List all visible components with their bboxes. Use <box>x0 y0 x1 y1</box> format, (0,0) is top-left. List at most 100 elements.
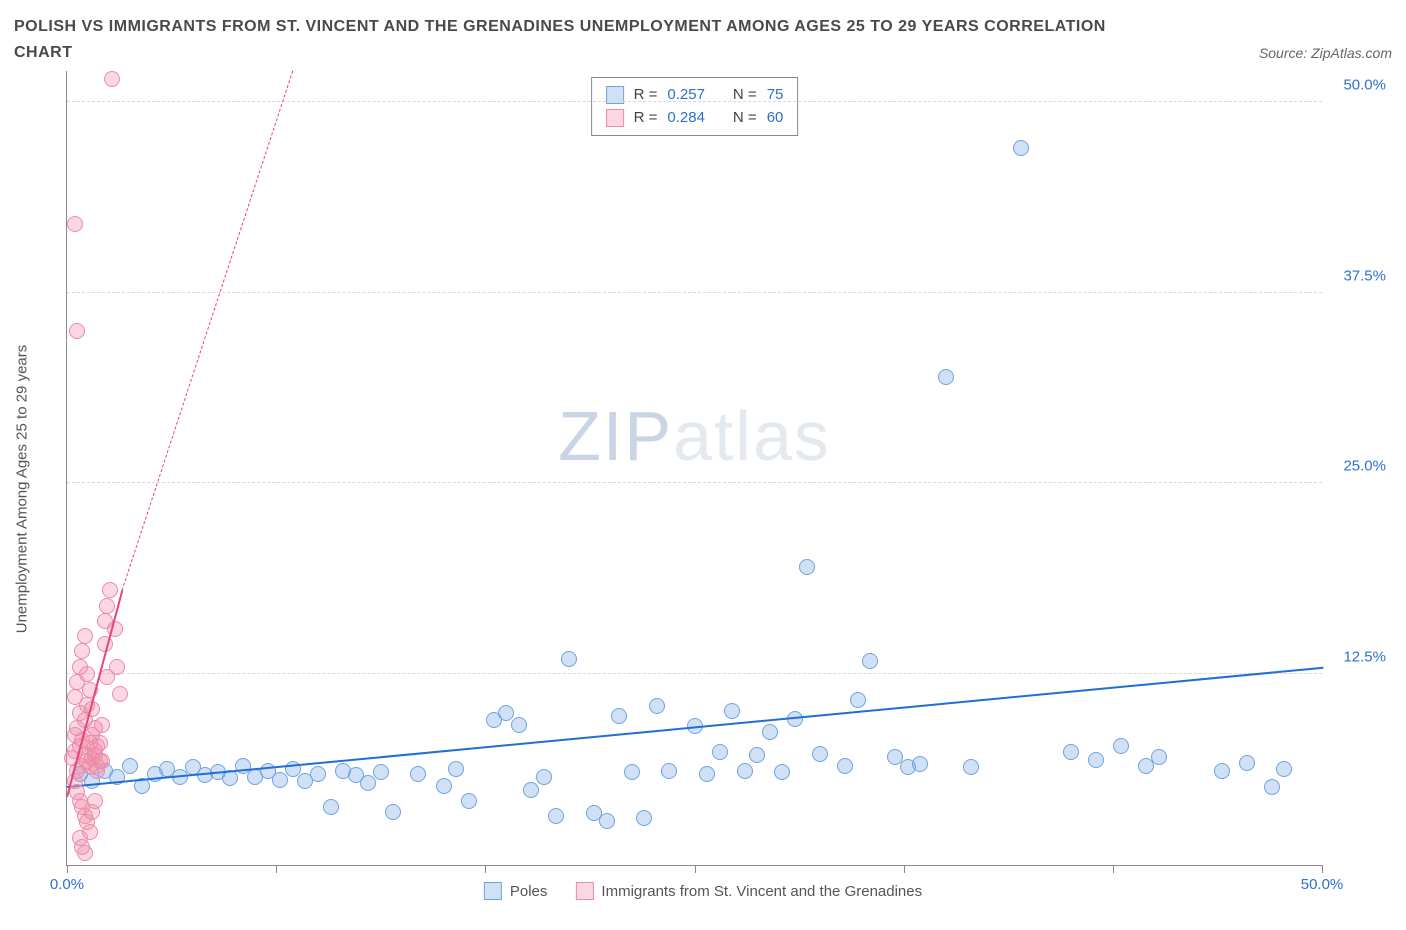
gridline <box>67 673 1322 674</box>
source-label: Source: ZipAtlas.com <box>1259 45 1392 65</box>
data-point <box>94 753 110 769</box>
chart-area: Unemployment Among Ages 25 to 29 years Z… <box>14 71 1392 906</box>
data-point <box>724 703 740 719</box>
x-tick-label: 0.0% <box>50 876 84 893</box>
data-point <box>77 628 93 644</box>
trend-line <box>122 71 294 591</box>
x-tick <box>1113 865 1114 873</box>
x-tick-label: 50.0% <box>1301 876 1344 893</box>
data-point <box>837 758 853 774</box>
data-point <box>712 744 728 760</box>
data-point <box>762 724 778 740</box>
data-point <box>87 720 103 736</box>
data-point <box>323 799 339 815</box>
data-point <box>812 746 828 762</box>
data-point <box>104 71 120 87</box>
data-point <box>74 643 90 659</box>
data-point <box>912 756 928 772</box>
data-point <box>82 824 98 840</box>
x-tick <box>276 865 277 873</box>
data-point <box>1113 738 1129 754</box>
data-point <box>89 738 105 754</box>
data-point <box>511 717 527 733</box>
data-point <box>448 761 464 777</box>
data-point <box>536 769 552 785</box>
data-point <box>373 764 389 780</box>
x-tick <box>485 865 486 873</box>
data-point <box>410 766 426 782</box>
data-point <box>69 323 85 339</box>
watermark: ZIPatlas <box>558 396 831 476</box>
data-point <box>850 692 866 708</box>
stat-n-value: 75 <box>767 84 784 107</box>
data-point <box>1151 749 1167 765</box>
data-point <box>749 747 765 763</box>
data-point <box>799 559 815 575</box>
data-point <box>87 793 103 809</box>
stats-row: R = 0.257 N = 75 <box>606 84 784 107</box>
data-point <box>548 808 564 824</box>
legend-label: Immigrants from St. Vincent and the Gren… <box>601 883 922 900</box>
y-tick-label: 50.0% <box>1343 76 1386 93</box>
data-point <box>649 698 665 714</box>
data-point <box>436 778 452 794</box>
data-point <box>523 782 539 798</box>
data-point <box>938 369 954 385</box>
stat-n-label: N = <box>733 84 757 107</box>
data-point <box>122 758 138 774</box>
legend-item: Immigrants from St. Vincent and the Gren… <box>575 882 922 900</box>
data-point <box>661 763 677 779</box>
data-point <box>862 653 878 669</box>
y-axis-label: Unemployment Among Ages 25 to 29 years <box>14 344 31 633</box>
data-point <box>1264 779 1280 795</box>
stat-r-value: 0.257 <box>667 84 705 107</box>
x-tick <box>67 865 68 873</box>
data-point <box>774 764 790 780</box>
data-point <box>1088 752 1104 768</box>
data-point <box>67 216 83 232</box>
trend-line <box>67 667 1323 788</box>
watermark-zip: ZIP <box>558 397 673 475</box>
gridline <box>67 482 1322 483</box>
legend-swatch <box>484 882 502 900</box>
data-point <box>1276 761 1292 777</box>
data-point <box>310 766 326 782</box>
stat-n-value: 60 <box>767 107 784 130</box>
stats-row: R = 0.284 N = 60 <box>606 107 784 130</box>
data-point <box>1239 755 1255 771</box>
data-point <box>385 804 401 820</box>
data-point <box>102 582 118 598</box>
gridline <box>67 101 1322 102</box>
y-tick-label: 37.5% <box>1343 267 1386 284</box>
gridline <box>67 292 1322 293</box>
data-point <box>737 763 753 779</box>
data-point <box>99 598 115 614</box>
data-point <box>1063 744 1079 760</box>
data-point <box>1013 140 1029 156</box>
stat-r-label: R = <box>634 107 658 130</box>
data-point <box>77 845 93 861</box>
data-point <box>79 666 95 682</box>
legend-label: Poles <box>510 883 548 900</box>
data-point <box>599 813 615 829</box>
data-point <box>1214 763 1230 779</box>
header-row: POLISH VS IMMIGRANTS FROM ST. VINCENT AN… <box>14 14 1392 65</box>
data-point <box>699 766 715 782</box>
data-point <box>112 686 128 702</box>
data-point <box>498 705 514 721</box>
data-point <box>636 810 652 826</box>
data-point <box>461 793 477 809</box>
x-tick <box>904 865 905 873</box>
data-point <box>611 708 627 724</box>
legend-swatch <box>606 86 624 104</box>
stats-legend-box: R = 0.257 N = 75 R = 0.284 N = 60 <box>591 77 799 136</box>
legend-swatch <box>606 109 624 127</box>
stat-n-label: N = <box>733 107 757 130</box>
legend-swatch <box>575 882 593 900</box>
plot-region: ZIPatlas R =0.257N =75R =0.284N =60 12.5… <box>66 71 1322 866</box>
chart-title: POLISH VS IMMIGRANTS FROM ST. VINCENT AN… <box>14 14 1164 65</box>
stat-r-label: R = <box>634 84 658 107</box>
y-tick-label: 25.0% <box>1343 458 1386 475</box>
legend-item: Poles <box>484 882 548 900</box>
stat-r-value: 0.284 <box>667 107 705 130</box>
